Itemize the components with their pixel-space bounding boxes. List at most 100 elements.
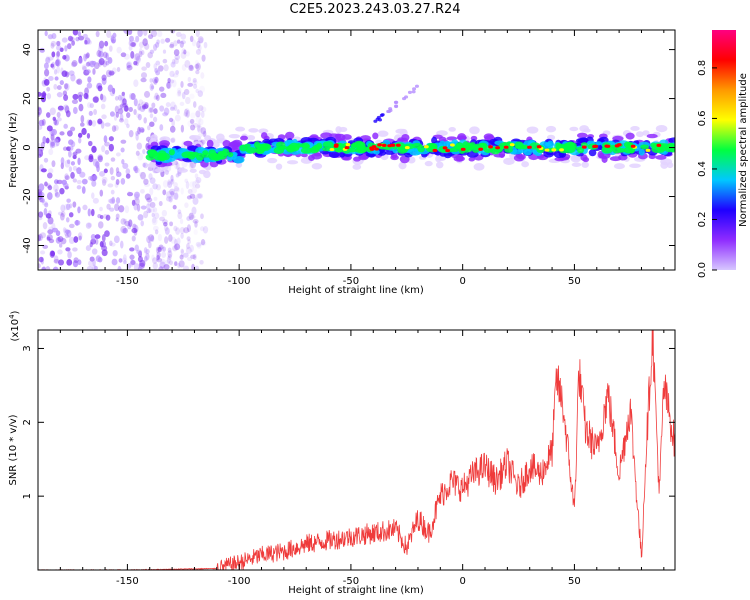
secondary-trace-cell (378, 118, 383, 122)
noise-speckle (107, 57, 113, 64)
noise-speckle (115, 171, 122, 178)
noise-speckle (90, 175, 94, 182)
ridge-cell (235, 126, 246, 132)
noise-speckle (162, 180, 169, 188)
ridge-cell (503, 157, 515, 165)
noise-speckle (72, 201, 77, 208)
noise-speckle (148, 208, 152, 214)
noise-speckle (200, 127, 207, 135)
noise-speckle (149, 49, 155, 54)
noise-speckle (46, 93, 52, 100)
noise-speckle (97, 213, 102, 219)
noise-speckle (110, 36, 117, 44)
ridge-cell (228, 134, 241, 139)
noise-speckle (80, 122, 85, 127)
noise-speckle (68, 150, 72, 158)
noise-speckle (65, 203, 71, 211)
noise-speckle (149, 78, 154, 83)
noise-speckle (115, 111, 120, 118)
noise-speckle (38, 147, 41, 155)
snr-panel: -150 -100 -50 0 50 1 2 3 Height of straight li… (8, 310, 676, 596)
noise-speckle (93, 174, 98, 181)
noise-speckle (46, 172, 53, 179)
snr-y-multiplier-base: (x10 (10, 319, 21, 342)
secondary-trace-cell (393, 100, 398, 104)
noise-speckle (170, 191, 174, 198)
noise-speckle (44, 202, 49, 208)
noise-speckle (102, 214, 108, 220)
noise-speckle (81, 64, 87, 70)
noise-speckle (164, 236, 169, 244)
noise-speckle (186, 236, 191, 242)
noise-speckle (49, 107, 56, 116)
noise-speckle (43, 207, 48, 216)
noise-speckle (177, 262, 181, 269)
noise-speckle (177, 39, 181, 44)
noise-speckle (40, 168, 47, 173)
noise-speckle (154, 229, 159, 235)
noise-speckle (115, 217, 119, 222)
noise-speckle (82, 204, 88, 211)
noise-speckle (200, 241, 207, 246)
secondary-trace-cell (388, 108, 393, 113)
noise-speckle (145, 249, 150, 255)
ridge-cell (630, 126, 640, 131)
noise-speckle (188, 161, 194, 170)
noise-speckle (76, 179, 82, 185)
ridge-hotspot (551, 148, 557, 152)
noise-speckle (99, 241, 104, 248)
ridge-cell (300, 147, 313, 154)
noise-speckle (152, 262, 158, 270)
ridge-hotspot (656, 143, 662, 147)
noise-speckle (112, 249, 118, 257)
ridge-cell (448, 127, 456, 132)
noise-speckle (60, 213, 65, 221)
noise-speckle (51, 141, 56, 149)
noise-speckle (153, 108, 158, 115)
noise-speckle (68, 223, 75, 229)
noise-speckle (48, 210, 52, 216)
noise-speckle (130, 51, 135, 59)
ridge-cell (636, 131, 644, 138)
ridge-cell (357, 145, 369, 153)
noise-speckle (55, 51, 60, 60)
ridge-cell (373, 149, 380, 155)
noise-speckle (104, 122, 111, 127)
noise-speckle (135, 133, 139, 141)
noise-speckle (85, 69, 91, 74)
spectrogram-frame (37, 29, 676, 271)
secondary-trace-cell (411, 90, 416, 94)
noise-speckle (75, 79, 81, 84)
ridge-cell (195, 153, 205, 161)
noise-speckle (65, 233, 69, 239)
spectrogram-y-ticks: -40 -20 0 20 40 (22, 43, 675, 254)
noise-speckle (50, 250, 55, 257)
noise-speckle (123, 218, 128, 223)
noise-speckle (121, 228, 127, 234)
noise-speckle (109, 111, 115, 117)
noise-speckle (78, 103, 84, 112)
noise-speckle (192, 181, 197, 188)
noise-speckle (38, 233, 43, 242)
noise-speckle (156, 251, 161, 259)
y-tick-label: 0 (22, 144, 33, 150)
noise-speckle (143, 117, 147, 124)
noise-speckle (116, 46, 122, 54)
ridge-cell (468, 157, 475, 162)
spectrogram-panel: -150 -100 -50 0 50 -40 -20 0 20 40 Height of str… (8, 29, 676, 296)
noise-speckle (99, 171, 106, 177)
noise-speckle (159, 261, 166, 269)
noise-speckle (195, 62, 201, 71)
noise-speckle (45, 213, 52, 219)
noise-speckle (105, 52, 109, 60)
noise-speckle (100, 93, 104, 101)
noise-speckle (86, 82, 93, 89)
noise-speckle (196, 40, 201, 49)
noise-speckle (101, 94, 107, 103)
ridge-cell (646, 133, 658, 139)
noise-speckle (98, 221, 104, 229)
ridge-cell (625, 132, 635, 140)
noise-speckle (188, 65, 194, 72)
noise-speckle (196, 243, 202, 249)
noise-speckle (129, 247, 135, 252)
